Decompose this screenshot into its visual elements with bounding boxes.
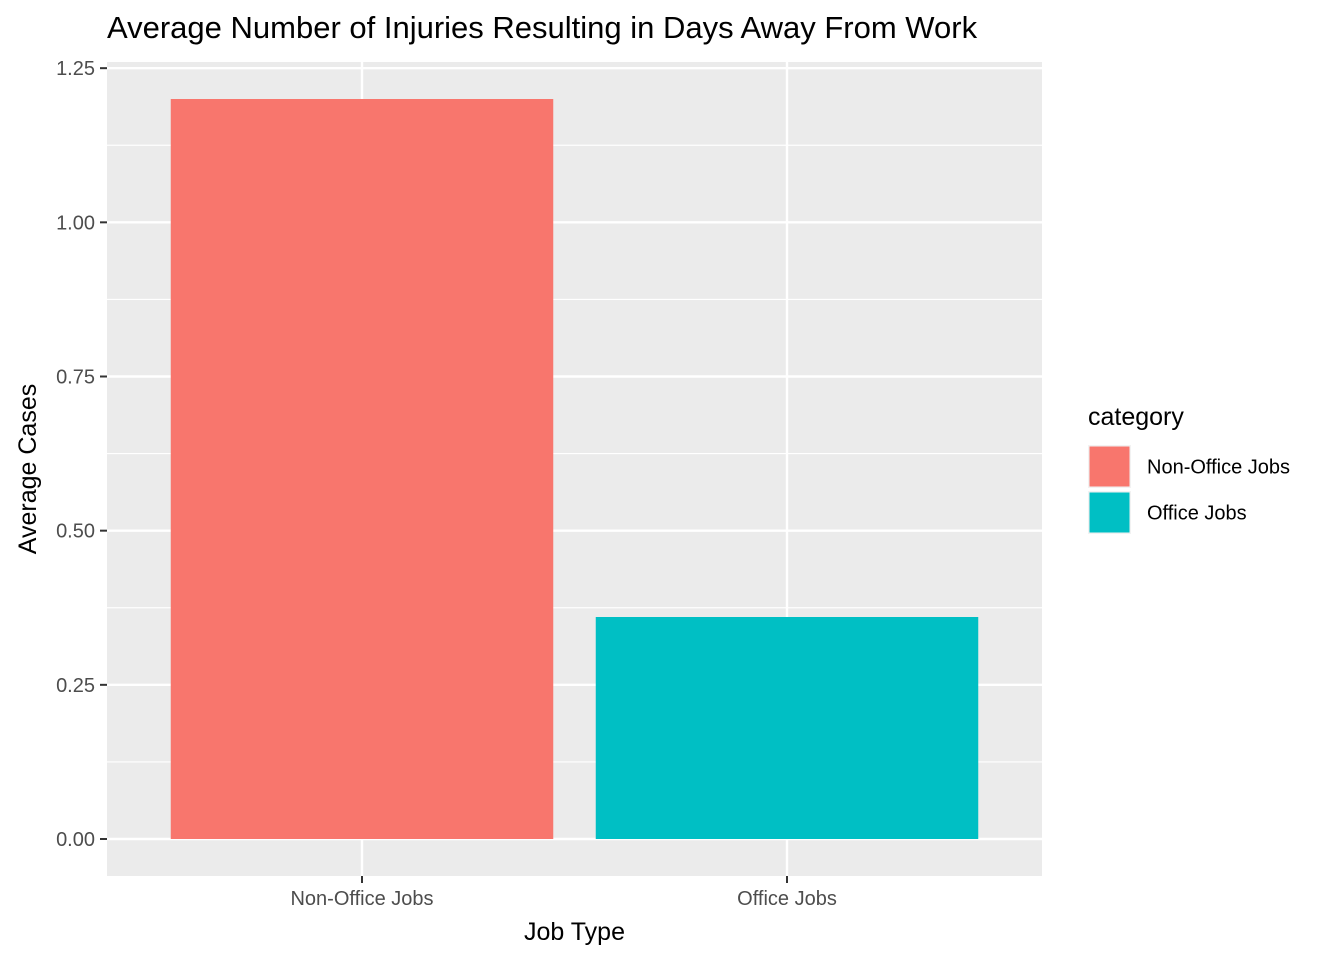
x-tick-label: Office Jobs: [737, 888, 837, 910]
y-tick-label: 0.25: [56, 675, 95, 697]
bar: [170, 99, 554, 839]
legend-swatch: [1089, 446, 1130, 487]
legend-label: Non-Office Jobs: [1147, 457, 1290, 479]
x-tick-label: Non-Office Jobs: [290, 888, 433, 910]
x-axis-title: Job Type: [524, 918, 625, 946]
y-tick-label: 0.00: [56, 829, 95, 851]
legend-swatch: [1089, 492, 1130, 533]
y-tick-label: 1.00: [56, 212, 95, 234]
x-axis: Non-Office Jobs Office Jobs: [290, 876, 837, 910]
bars: [170, 99, 979, 839]
y-tick-label: 0.50: [56, 521, 95, 543]
y-tick-label: 1.25: [56, 58, 95, 80]
y-tick-label: 0.75: [56, 367, 95, 389]
bar: [595, 617, 979, 839]
legend-label: Office Jobs: [1147, 503, 1247, 525]
y-axis: 0.00 0.25 0.50 0.75 1.00 1.25: [56, 58, 107, 851]
y-axis-title: Average Cases: [14, 384, 42, 554]
legend: category Non-Office Jobs Office Jobs: [1088, 403, 1290, 534]
legend-items: Non-Office Jobs Office Jobs: [1088, 445, 1290, 534]
chart-title: Average Number of Injuries Resulting in …: [107, 10, 978, 45]
legend-title: category: [1088, 403, 1184, 431]
